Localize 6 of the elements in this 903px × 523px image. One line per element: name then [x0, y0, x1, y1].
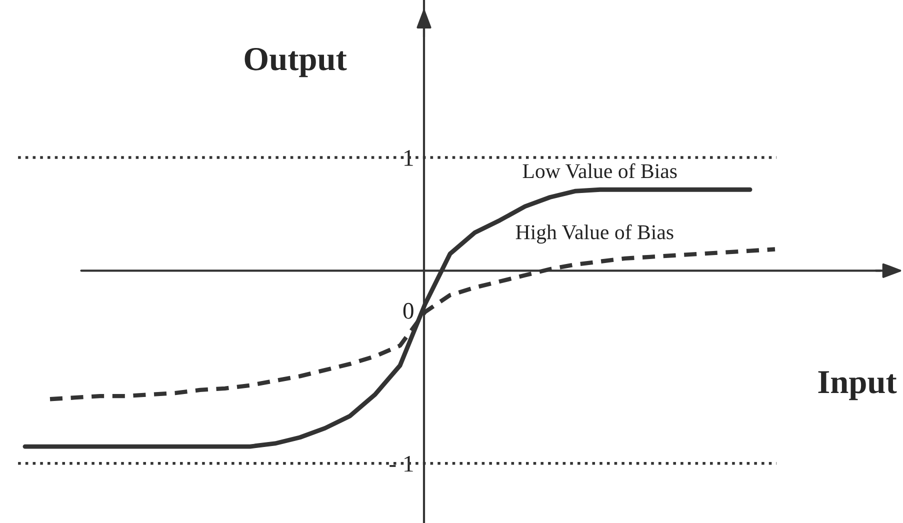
x-axis-title: Input	[818, 371, 897, 400]
series-label: High Value of Bias	[516, 224, 674, 244]
y-tick-label: 0	[403, 302, 414, 319]
series-label: Low Value of Bias	[522, 163, 677, 178]
y-axis-title: Output	[244, 48, 347, 78]
y-tick-label: 1	[404, 150, 413, 166]
